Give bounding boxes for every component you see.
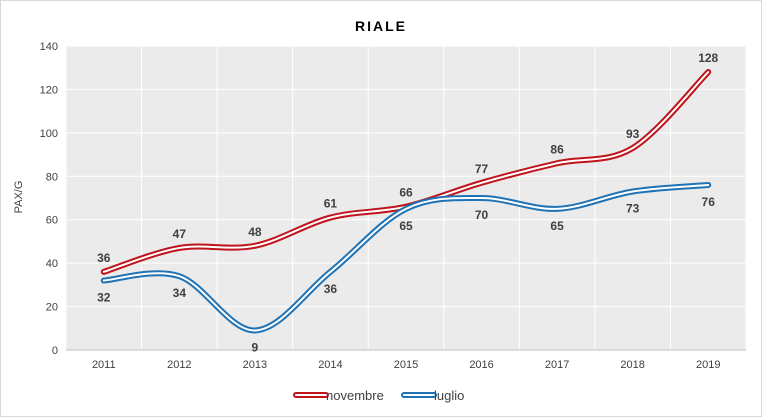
series-lines	[100, 69, 712, 334]
data-label-novembre: 61	[324, 197, 338, 211]
data-label-luglio: 36	[324, 282, 338, 296]
x-tick-label: 2014	[318, 359, 342, 371]
data-label-luglio: 76	[702, 195, 716, 209]
data-label-novembre: 93	[626, 127, 640, 141]
data-label-novembre: 66	[399, 186, 413, 200]
data-label-novembre: 48	[248, 225, 262, 239]
chart-title: RIALE	[355, 18, 407, 34]
x-tick-label: 2013	[243, 359, 267, 371]
grid-lines	[65, 45, 747, 351]
data-labels: 36 47 48 61 66 77 86 93 128 32 34 9 36 65 70 65 73 76	[97, 51, 718, 354]
data-label-luglio: 9	[252, 340, 259, 354]
data-label-novembre: 47	[173, 227, 187, 241]
x-tick-label: 2015	[394, 359, 418, 371]
axes: 0 20 40 60 80 100 120 140 2011 2012 2013 2014 2015 20…	[40, 41, 746, 371]
data-label-luglio: 34	[173, 286, 187, 300]
x-tick-label: 2019	[696, 359, 720, 371]
series-line-core-luglio	[102, 183, 710, 332]
y-tick-label: 100	[40, 128, 58, 140]
y-tick-label: 80	[46, 171, 58, 183]
legend-item-luglio: luglio	[401, 388, 464, 403]
x-tick-label: 2012	[167, 359, 191, 371]
data-label-luglio: 65	[550, 219, 564, 233]
y-axis-label: PAX/G	[13, 181, 25, 214]
data-label-novembre: 86	[550, 142, 564, 156]
y-tick-label: 120	[40, 84, 58, 96]
data-label-luglio: 65	[399, 219, 413, 233]
legend-label-novembre: novembre	[326, 388, 384, 403]
data-label-novembre: 128	[698, 51, 718, 65]
data-label-luglio: 73	[626, 201, 640, 215]
x-tick-label: 2011	[92, 359, 116, 371]
y-tick-label: 20	[46, 302, 58, 314]
data-label-novembre: 36	[97, 251, 111, 265]
data-label-luglio: 32	[97, 291, 111, 305]
legend: novembre luglio	[293, 388, 464, 403]
y-tick-label: 0	[52, 345, 58, 357]
data-label-novembre: 77	[475, 162, 489, 176]
y-tick-label: 60	[46, 215, 58, 227]
x-tick-label: 2016	[469, 359, 493, 371]
plot-area	[66, 46, 746, 350]
legend-label-luglio: luglio	[434, 388, 464, 403]
x-tick-label: 2017	[545, 359, 569, 371]
y-tick-label: 40	[46, 258, 58, 270]
x-tick-label: 2018	[620, 359, 644, 371]
legend-item-novembre: novembre	[293, 388, 384, 403]
y-tick-label: 140	[40, 41, 58, 53]
data-label-luglio: 70	[475, 208, 489, 222]
